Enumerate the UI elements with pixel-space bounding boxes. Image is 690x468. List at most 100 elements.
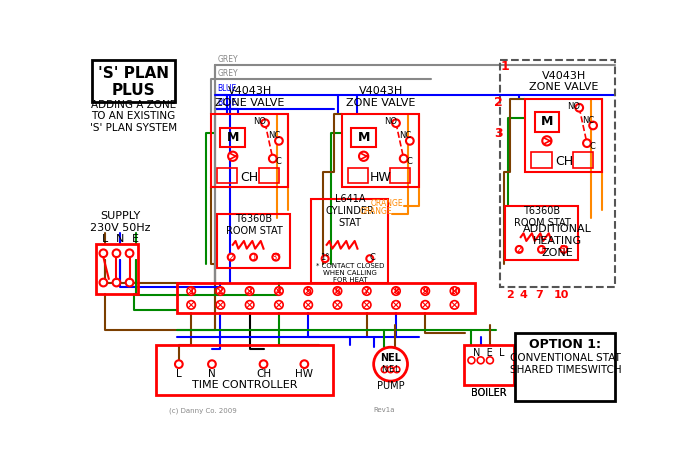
Circle shape xyxy=(392,300,400,309)
Circle shape xyxy=(560,246,567,253)
Text: M: M xyxy=(357,131,370,144)
Text: * CONTACT CLOSED
WHEN CALLING
FOR HEAT: * CONTACT CLOSED WHEN CALLING FOR HEAT xyxy=(315,263,384,283)
Circle shape xyxy=(366,255,373,262)
Text: 7: 7 xyxy=(364,286,370,295)
Text: BOILER: BOILER xyxy=(471,388,506,398)
Circle shape xyxy=(388,366,394,373)
Circle shape xyxy=(468,357,475,364)
Bar xyxy=(177,283,475,314)
Circle shape xyxy=(175,360,183,368)
Text: CH: CH xyxy=(241,170,259,183)
Text: 7: 7 xyxy=(535,290,543,300)
Bar xyxy=(220,128,245,147)
Text: (c) Danny Co. 2009: (c) Danny Co. 2009 xyxy=(169,407,237,414)
Text: V4043H
ZONE VALVE: V4043H ZONE VALVE xyxy=(529,71,598,92)
Text: ADDITIONAL
HEATING
ZONE: ADDITIONAL HEATING ZONE xyxy=(523,224,592,257)
Text: 6: 6 xyxy=(335,286,340,295)
Text: 8: 8 xyxy=(393,286,399,295)
Text: NEL: NEL xyxy=(380,353,401,363)
Circle shape xyxy=(451,287,459,295)
Bar xyxy=(351,128,376,147)
Circle shape xyxy=(275,287,283,295)
Text: CH: CH xyxy=(555,155,573,168)
Bar xyxy=(217,214,290,268)
Text: V4043H
ZONE VALVE: V4043H ZONE VALVE xyxy=(215,86,284,108)
Circle shape xyxy=(275,137,283,145)
Text: M: M xyxy=(226,131,239,144)
Circle shape xyxy=(246,300,254,309)
Text: BLUE: BLUE xyxy=(217,84,237,93)
Bar xyxy=(259,168,279,183)
Bar xyxy=(211,114,288,187)
Circle shape xyxy=(112,278,120,286)
Text: OPTION 1:: OPTION 1: xyxy=(529,338,602,351)
Circle shape xyxy=(126,249,133,257)
Text: 3: 3 xyxy=(247,286,253,295)
Text: 2: 2 xyxy=(217,286,224,295)
Text: ORANGE: ORANGE xyxy=(359,207,392,216)
Circle shape xyxy=(451,300,459,309)
Bar xyxy=(505,206,578,260)
Circle shape xyxy=(359,152,368,161)
Circle shape xyxy=(382,366,388,373)
Circle shape xyxy=(304,300,313,309)
Circle shape xyxy=(187,300,195,309)
Circle shape xyxy=(273,254,279,261)
Text: PUMP: PUMP xyxy=(377,381,404,391)
Text: BLUE: BLUE xyxy=(217,98,237,107)
Circle shape xyxy=(394,366,400,373)
Circle shape xyxy=(589,122,597,129)
Text: 10: 10 xyxy=(448,286,460,295)
Text: BOILER: BOILER xyxy=(471,388,506,398)
Circle shape xyxy=(246,287,254,295)
Circle shape xyxy=(228,152,237,161)
Circle shape xyxy=(542,136,551,146)
Text: ORANGE: ORANGE xyxy=(371,199,404,209)
Bar xyxy=(96,244,138,294)
Text: E: E xyxy=(132,234,139,244)
Bar xyxy=(390,168,410,183)
Text: NC: NC xyxy=(399,131,411,140)
Text: 'S' PLAN: 'S' PLAN xyxy=(98,66,169,81)
Text: NO: NO xyxy=(384,117,397,126)
Text: NC: NC xyxy=(582,116,595,124)
Text: E: E xyxy=(388,365,393,374)
Circle shape xyxy=(362,300,371,309)
Bar xyxy=(156,345,333,395)
Bar xyxy=(311,198,388,283)
Text: N: N xyxy=(116,234,124,244)
Text: NO: NO xyxy=(253,117,266,126)
Circle shape xyxy=(362,287,371,295)
Text: T6360B
ROOM STAT: T6360B ROOM STAT xyxy=(226,214,282,235)
Circle shape xyxy=(333,287,342,295)
Circle shape xyxy=(275,300,283,309)
Circle shape xyxy=(99,249,107,257)
Text: L641A
CYLINDER
STAT: L641A CYLINDER STAT xyxy=(326,194,374,227)
Circle shape xyxy=(322,255,328,262)
Circle shape xyxy=(262,119,269,127)
Text: 1: 1 xyxy=(251,253,256,262)
Text: 9: 9 xyxy=(422,286,428,295)
Text: N: N xyxy=(208,369,216,379)
Text: 5: 5 xyxy=(305,286,311,295)
Text: C: C xyxy=(589,142,595,151)
Text: M: M xyxy=(541,116,553,129)
Text: CH: CH xyxy=(256,369,271,379)
Bar xyxy=(348,168,368,183)
Text: GREY: GREY xyxy=(217,69,238,78)
Bar xyxy=(525,98,602,172)
Circle shape xyxy=(208,360,216,368)
Text: 3*: 3* xyxy=(271,253,281,262)
Text: L: L xyxy=(395,365,399,374)
Text: 2: 2 xyxy=(228,253,234,262)
Circle shape xyxy=(392,287,400,295)
Text: HW: HW xyxy=(295,369,313,379)
Text: 1: 1 xyxy=(188,286,194,295)
Text: L: L xyxy=(102,234,108,244)
Text: NO: NO xyxy=(567,102,580,111)
Text: 2: 2 xyxy=(494,96,503,109)
Bar xyxy=(573,153,593,168)
Bar xyxy=(342,114,419,187)
Text: 2: 2 xyxy=(506,290,514,300)
Text: V4043H
ZONE VALVE: V4043H ZONE VALVE xyxy=(346,86,415,108)
